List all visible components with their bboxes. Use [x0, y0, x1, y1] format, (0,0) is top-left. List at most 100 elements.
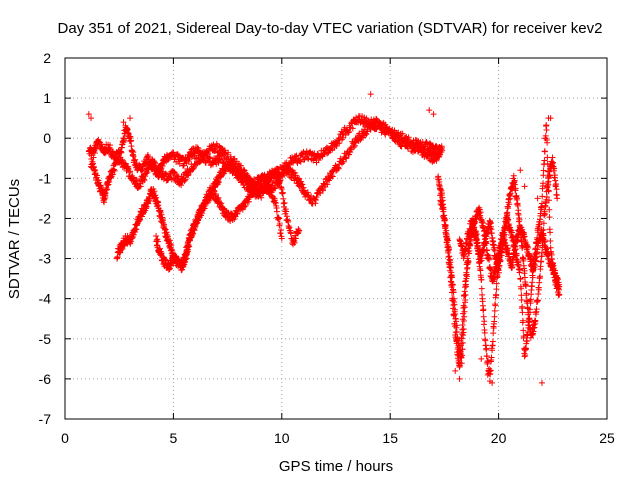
data-point [185, 243, 192, 250]
data-point [283, 208, 290, 215]
data-point [248, 180, 255, 187]
data-point [394, 132, 401, 139]
data-point [157, 165, 164, 172]
data-point [555, 292, 562, 299]
data-point [367, 126, 374, 133]
data-point [340, 158, 347, 165]
data-point [93, 172, 100, 179]
data-point [178, 182, 185, 189]
data-point [491, 313, 498, 320]
data-point [220, 205, 227, 212]
data-point [174, 151, 181, 158]
data-point [345, 129, 352, 136]
data-point [519, 303, 526, 310]
data-point [137, 183, 144, 190]
data-point [181, 258, 188, 265]
data-point [256, 190, 263, 197]
data-point [280, 172, 287, 179]
outlier-point [456, 375, 463, 382]
data-point [166, 237, 173, 244]
data-point [296, 175, 303, 182]
data-point [217, 156, 224, 163]
data-point [529, 279, 536, 286]
data-point [163, 229, 170, 236]
data-point [169, 149, 176, 156]
data-point [337, 155, 344, 162]
data-point [346, 128, 353, 135]
data-point [291, 239, 298, 246]
data-point [185, 172, 192, 179]
data-point [168, 262, 175, 269]
data-point [132, 177, 139, 184]
data-point [390, 134, 397, 141]
data-point [116, 154, 123, 161]
data-point [313, 194, 320, 201]
data-point [289, 154, 296, 161]
data-point [481, 318, 488, 325]
x-tick-label: 25 [599, 430, 615, 446]
data-point [367, 125, 374, 132]
outlier-point [521, 183, 528, 190]
y-tick-label: 1 [43, 90, 51, 106]
data-point [92, 171, 99, 178]
data-point [549, 154, 556, 161]
data-point [447, 267, 454, 274]
data-point [351, 142, 358, 149]
data-point [350, 143, 357, 150]
data-point [276, 220, 283, 227]
data-point [132, 229, 139, 236]
data-point [128, 137, 135, 144]
data-point [195, 145, 202, 152]
data-point [275, 170, 282, 177]
x-tick-label: 5 [170, 430, 178, 446]
data-point [319, 187, 326, 194]
data-point [490, 330, 497, 337]
data-point [388, 127, 395, 134]
axis-ticks [64, 57, 608, 420]
data-point [363, 131, 370, 138]
plot-frame [64, 57, 608, 420]
data-point [296, 227, 303, 234]
chart-title: Day 351 of 2021, Sidereal Day-to-day VTE… [58, 20, 603, 37]
data-point [478, 285, 485, 292]
data-point [540, 220, 547, 227]
data-point [277, 177, 284, 184]
data-point [335, 164, 342, 171]
data-point [405, 134, 412, 141]
data-point [401, 137, 408, 144]
outlier-point [452, 367, 459, 374]
data-point [450, 302, 457, 309]
data-point [492, 302, 499, 309]
data-point [106, 142, 113, 149]
data-point [273, 208, 280, 215]
data-point [343, 155, 350, 162]
data-point [141, 177, 148, 184]
data-point [297, 158, 304, 165]
data-point [91, 149, 98, 156]
data-point [324, 181, 331, 188]
data-point [437, 151, 444, 158]
outlier-point [127, 115, 134, 122]
data-point [316, 189, 323, 196]
data-point [324, 150, 331, 157]
data-point [541, 148, 548, 155]
data-point [199, 210, 206, 217]
data-point [167, 172, 174, 179]
data-point [554, 195, 561, 202]
x-tick-labels: 0 5 10 15 20 25 [61, 430, 615, 446]
y-tick-label: -3 [39, 251, 52, 267]
data-point [546, 214, 553, 221]
data-point [439, 147, 446, 154]
data-point [347, 145, 354, 152]
data-point [407, 141, 414, 148]
data-point [543, 127, 550, 134]
grid-lines [65, 58, 607, 419]
data-point [364, 117, 371, 124]
data-point [547, 237, 554, 244]
data-point [320, 180, 327, 187]
data-point [143, 203, 150, 210]
data-point [154, 242, 161, 249]
data-point [153, 237, 160, 244]
data-point [205, 151, 212, 158]
data-point [399, 130, 406, 137]
